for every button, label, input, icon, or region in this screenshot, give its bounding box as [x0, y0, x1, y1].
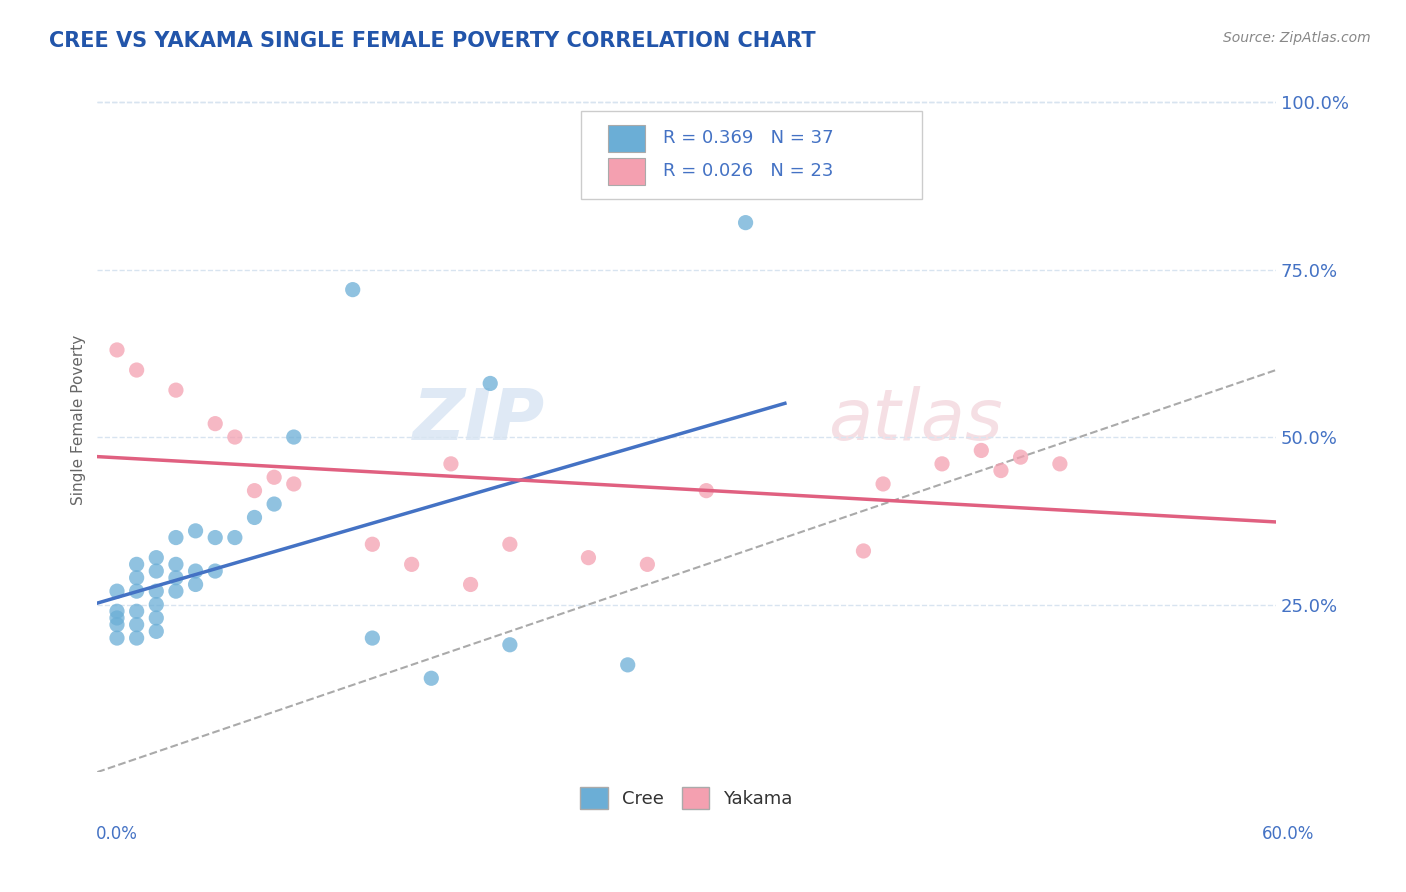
Point [401, 558, 423, 572]
Point [145, 598, 167, 612]
Text: 60.0%: 60.0% [1263, 825, 1315, 843]
Text: R = 0.369   N = 37: R = 0.369 N = 37 [664, 129, 834, 147]
Point [184, 564, 207, 578]
Point [184, 524, 207, 538]
Text: ZIP: ZIP [413, 386, 546, 455]
Point [499, 638, 522, 652]
Text: R = 0.026   N = 23: R = 0.026 N = 23 [664, 162, 834, 180]
Point [420, 671, 443, 685]
Point [361, 631, 384, 645]
Point [263, 470, 285, 484]
Point [105, 617, 128, 632]
Point [970, 443, 993, 458]
Point [695, 483, 717, 498]
Point [499, 537, 522, 551]
Point [283, 477, 305, 491]
Point [990, 464, 1012, 478]
Point [125, 617, 148, 632]
Point [105, 604, 128, 618]
Point [204, 531, 226, 545]
Point [165, 571, 187, 585]
Point [479, 376, 502, 391]
FancyBboxPatch shape [581, 111, 922, 199]
Point [1010, 450, 1032, 465]
Point [263, 497, 285, 511]
Point [105, 611, 128, 625]
Point [1049, 457, 1071, 471]
Point [105, 631, 128, 645]
Point [224, 531, 246, 545]
Point [105, 343, 128, 357]
Point [460, 577, 482, 591]
Point [125, 571, 148, 585]
Point [616, 657, 638, 672]
Point [105, 584, 128, 599]
Point [165, 383, 187, 397]
Point [125, 631, 148, 645]
Point [145, 624, 167, 639]
Point [145, 550, 167, 565]
Point [636, 558, 658, 572]
Text: atlas: atlas [828, 386, 1002, 455]
Point [361, 537, 384, 551]
Point [243, 510, 266, 524]
Point [165, 531, 187, 545]
Point [204, 564, 226, 578]
Point [125, 584, 148, 599]
Point [184, 577, 207, 591]
Text: 0.0%: 0.0% [96, 825, 138, 843]
Point [440, 457, 463, 471]
Point [145, 584, 167, 599]
Text: CREE VS YAKAMA SINGLE FEMALE POVERTY CORRELATION CHART: CREE VS YAKAMA SINGLE FEMALE POVERTY COR… [49, 31, 815, 51]
Point [145, 564, 167, 578]
Point [852, 544, 875, 558]
Point [145, 611, 167, 625]
Point [872, 477, 894, 491]
Point [125, 363, 148, 377]
Point [125, 558, 148, 572]
Point [283, 430, 305, 444]
Point [204, 417, 226, 431]
Point [931, 457, 953, 471]
Legend: Cree, Yakama: Cree, Yakama [574, 780, 800, 816]
FancyBboxPatch shape [607, 125, 645, 152]
Point [734, 216, 756, 230]
FancyBboxPatch shape [607, 158, 645, 185]
Point [578, 550, 600, 565]
Point [224, 430, 246, 444]
Point [243, 483, 266, 498]
Point [125, 604, 148, 618]
Text: Source: ZipAtlas.com: Source: ZipAtlas.com [1223, 31, 1371, 45]
Point [342, 283, 364, 297]
Y-axis label: Single Female Poverty: Single Female Poverty [72, 335, 86, 506]
Point [165, 558, 187, 572]
Point [165, 584, 187, 599]
